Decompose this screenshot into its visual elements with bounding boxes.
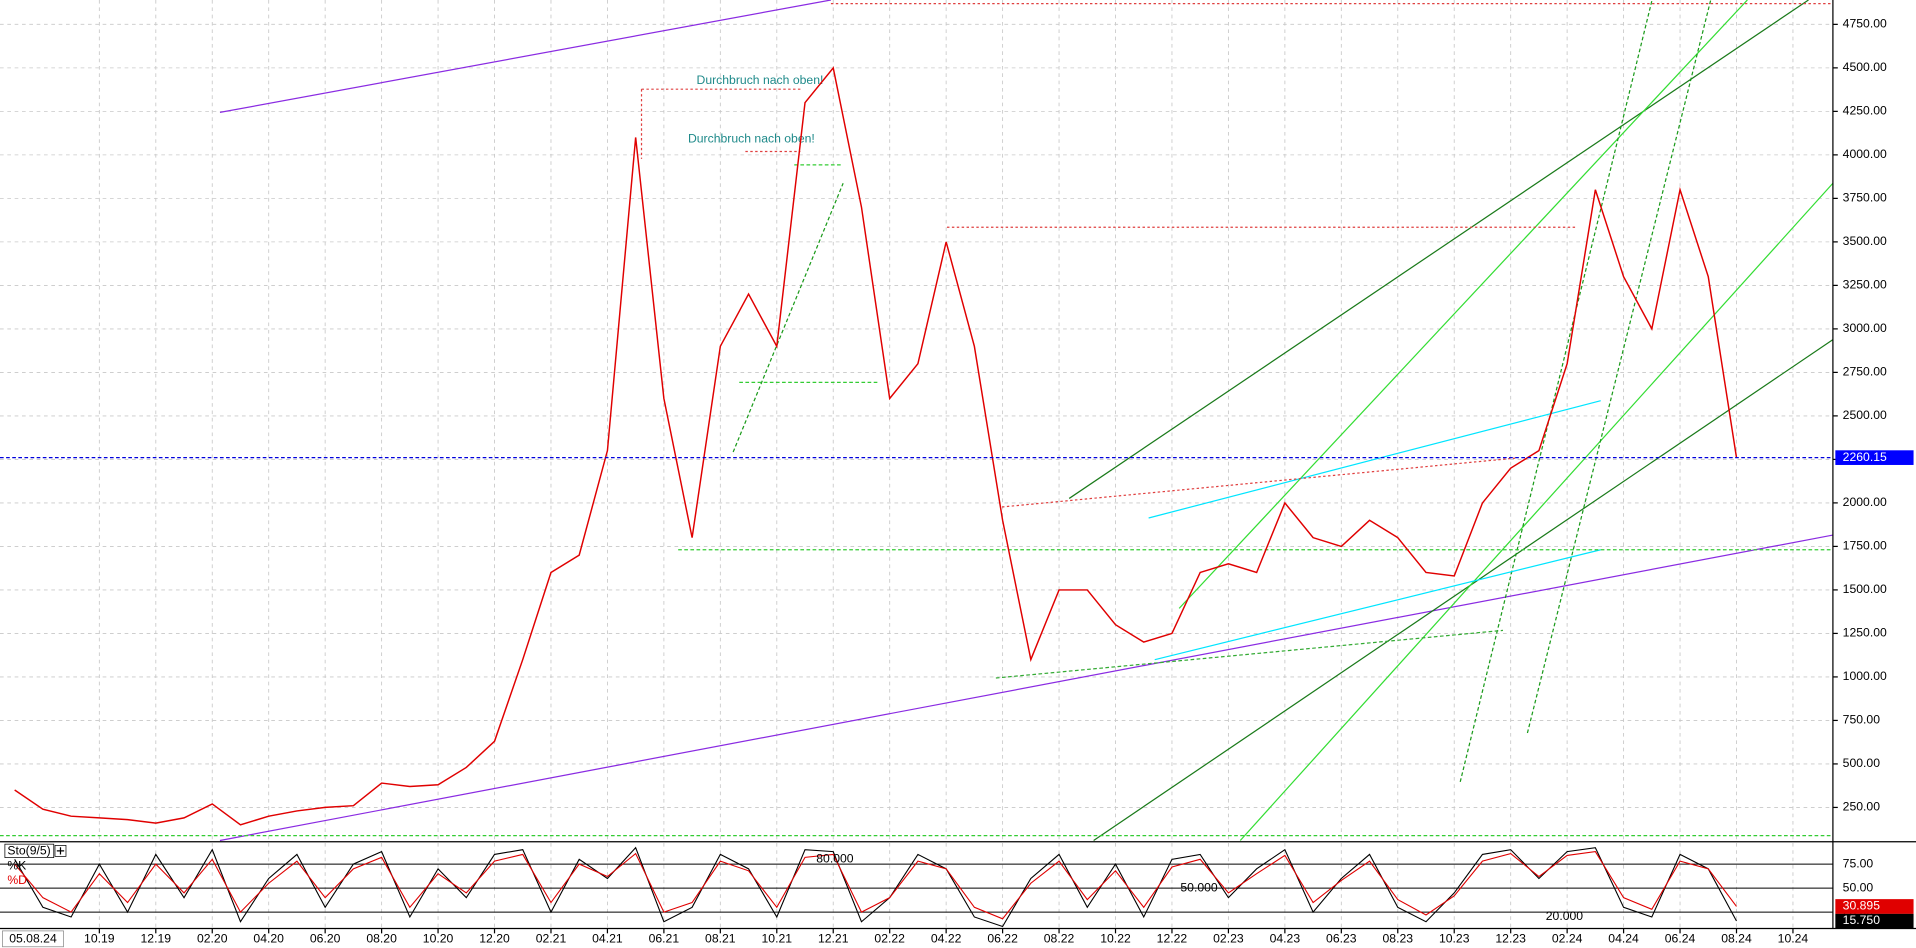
indicator-box bbox=[4, 843, 55, 858]
x-tick-label: 06.22 bbox=[987, 932, 1018, 946]
x-tick-label: 10.20 bbox=[423, 932, 454, 946]
annotation: Durchbruch nach oben! bbox=[688, 131, 815, 145]
value-box bbox=[1835, 899, 1914, 914]
x-tick-label: 08.24 bbox=[1721, 932, 1752, 946]
y-tick-label: 4750.00 bbox=[1843, 17, 1887, 31]
level-label: 80.000 bbox=[816, 851, 854, 865]
trend-line bbox=[219, 0, 832, 113]
level-label: 50.000 bbox=[1180, 880, 1218, 894]
y-tick-label: 4000.00 bbox=[1843, 147, 1887, 161]
x-tick-label: 12.22 bbox=[1157, 932, 1188, 946]
y-tick-label: 3750.00 bbox=[1843, 191, 1887, 205]
x-tick-label: 08.23 bbox=[1383, 932, 1414, 946]
grid bbox=[0, 0, 1833, 929]
x-tick-label: 02.21 bbox=[536, 932, 567, 946]
x-tick-label: 06.20 bbox=[310, 932, 341, 946]
trend-line bbox=[1178, 0, 1748, 609]
y-tick-label: 2750.00 bbox=[1843, 365, 1887, 379]
x-tick-label: 12.21 bbox=[818, 932, 849, 946]
x-tick-label: 02.22 bbox=[874, 932, 905, 946]
trend-line bbox=[1093, 339, 1834, 842]
indicator-line bbox=[14, 851, 1737, 920]
indicator-title: Sto(9/5) bbox=[7, 844, 50, 858]
x-tick-label: 04.22 bbox=[931, 932, 962, 946]
x-tick-label: 06.24 bbox=[1665, 932, 1696, 946]
x-tick-label: 12.20 bbox=[479, 932, 510, 946]
x-tick-label: 04.20 bbox=[253, 932, 284, 946]
y-tick-label: 4250.00 bbox=[1843, 104, 1887, 118]
y-tick-label: 3000.00 bbox=[1843, 321, 1887, 335]
trend-line bbox=[995, 629, 1504, 679]
x-tick-label: 08.21 bbox=[705, 932, 736, 946]
y-tick-label: 50.00 bbox=[1843, 880, 1874, 894]
y-tick-label: 1500.00 bbox=[1843, 582, 1887, 596]
x-tick-label: 08.20 bbox=[366, 932, 397, 946]
y-tick-label: 4500.00 bbox=[1843, 60, 1887, 74]
indicator-line bbox=[14, 846, 1737, 928]
y-tick-label: 1250.00 bbox=[1843, 626, 1887, 640]
y-tick-label: 75.00 bbox=[1843, 856, 1874, 870]
y-tick-label: 500.00 bbox=[1843, 756, 1881, 770]
y-tick-label: 3250.00 bbox=[1843, 278, 1887, 292]
x-tick-label: 10.24 bbox=[1778, 932, 1809, 946]
y-tick-label: 750.00 bbox=[1843, 713, 1881, 727]
value-box bbox=[1835, 913, 1914, 929]
trend-line bbox=[1068, 0, 1809, 499]
annotation: Durchbruch nach oben! bbox=[697, 73, 824, 87]
x-tick-label: 12.19 bbox=[141, 932, 172, 946]
legend-label: %K bbox=[7, 858, 26, 872]
x-tick-label: 10.21 bbox=[762, 932, 793, 946]
x-tick-label: 06.21 bbox=[649, 932, 680, 946]
plot bbox=[14, 66, 1738, 928]
x-tick-label: 02.20 bbox=[197, 932, 228, 946]
last-price-box bbox=[1835, 450, 1914, 465]
x-tick-label: 04.21 bbox=[592, 932, 623, 946]
x-tick-label: 10.22 bbox=[1100, 932, 1131, 946]
value-label: 30.895 bbox=[1843, 899, 1881, 913]
x-tick-label: 04.24 bbox=[1608, 932, 1639, 946]
y-tick-label: 1750.00 bbox=[1843, 539, 1887, 553]
x-tick-label: 10.19 bbox=[84, 932, 115, 946]
trend-line bbox=[219, 534, 1834, 842]
cursor-box bbox=[2, 930, 64, 948]
x-tick-label: 02.24 bbox=[1552, 932, 1583, 946]
x-tick-label: 12.23 bbox=[1495, 932, 1526, 946]
y-tick-label: 3500.00 bbox=[1843, 234, 1887, 248]
level-label: 20.000 bbox=[1546, 909, 1584, 923]
add-icon bbox=[56, 847, 65, 855]
x-tick-label: 04.23 bbox=[1270, 932, 1301, 946]
legend-label: %D bbox=[7, 873, 27, 887]
x-tick-label: 08.22 bbox=[1044, 932, 1075, 946]
value-label: 15.750 bbox=[1843, 913, 1881, 927]
trend-line bbox=[1239, 182, 1834, 841]
price-line bbox=[14, 66, 1738, 826]
y-tick-label: 1000.00 bbox=[1843, 669, 1887, 683]
x-tick-label: 06.23 bbox=[1326, 932, 1357, 946]
cursor-date: 05.08.24 bbox=[9, 932, 57, 946]
last-price-label: 2260.15 bbox=[1843, 450, 1887, 464]
trend-line bbox=[1148, 400, 1601, 519]
trend-line bbox=[1526, 0, 1712, 734]
y-tick-label: 250.00 bbox=[1843, 800, 1881, 814]
y-tick-label: 2500.00 bbox=[1843, 408, 1887, 422]
trend-line bbox=[1154, 549, 1601, 661]
x-tick-label: 02.23 bbox=[1213, 932, 1244, 946]
y-tick-label: 2000.00 bbox=[1843, 495, 1887, 509]
x-tick-label: 10.23 bbox=[1439, 932, 1470, 946]
